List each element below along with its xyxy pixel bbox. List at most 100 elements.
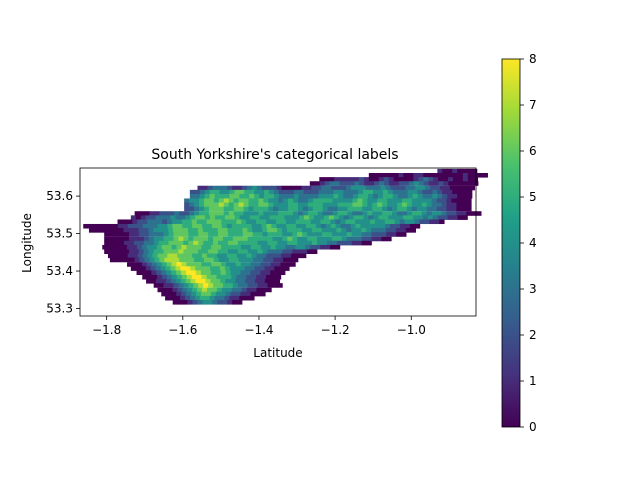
- heatmap-cell: [437, 193, 443, 199]
- heatmap-cell: [259, 193, 265, 199]
- heatmap-cell: [451, 202, 457, 208]
- heatmap-cell: [237, 300, 243, 305]
- heatmap-cell: [396, 198, 403, 204]
- heatmap-cell: [239, 193, 245, 199]
- heatmap-cell: [261, 219, 267, 225]
- heatmap-cell: [229, 193, 235, 199]
- heatmap-cell: [353, 193, 359, 199]
- heatmap-cell: [463, 181, 469, 186]
- heatmap-cell: [325, 223, 332, 229]
- heatmap-cell: [198, 198, 205, 204]
- heatmap-cell: [449, 185, 456, 191]
- heatmap-cell: [261, 287, 267, 293]
- heatmap-cell: [216, 219, 222, 225]
- heatmap-cell: [243, 257, 249, 263]
- heatmap-cell: [336, 236, 343, 242]
- heatmap-cell: [265, 244, 271, 250]
- heatmap-cell: [221, 219, 227, 225]
- heatmap-cell: [218, 198, 225, 204]
- heatmap-cell: [388, 181, 395, 186]
- colorbar-tick-label: 7: [529, 98, 537, 112]
- heatmap-cell: [415, 185, 421, 191]
- heatmap-cell: [201, 219, 207, 225]
- heatmap-cell: [134, 257, 140, 263]
- heatmap-cell: [258, 257, 264, 263]
- heatmap-cell: [276, 185, 282, 191]
- heatmap-cell: [194, 257, 200, 263]
- y-tick-label: 53.6: [46, 189, 73, 203]
- heatmap-cell: [342, 206, 348, 212]
- heatmap-cell: [288, 189, 295, 195]
- heatmap-cell: [189, 295, 196, 301]
- heatmap-cell: [278, 202, 284, 208]
- heatmap-cell: [454, 185, 461, 191]
- heatmap-cell: [251, 274, 257, 280]
- heatmap-cell: [178, 236, 184, 242]
- heatmap-cell: [358, 189, 364, 195]
- heatmap-cell: [334, 177, 340, 182]
- heatmap-cell: [221, 253, 228, 259]
- heatmap-cell: [370, 223, 376, 229]
- heatmap-cell: [347, 211, 353, 216]
- heatmap-cell: [466, 202, 472, 208]
- heatmap-cell: [232, 185, 238, 191]
- heatmap-cell: [347, 206, 353, 212]
- heatmap-cell: [462, 168, 468, 174]
- heatmap-cell: [174, 257, 180, 263]
- heatmap-cell: [215, 291, 222, 297]
- heatmap-cell: [343, 189, 349, 195]
- heatmap-cell: [211, 253, 218, 259]
- heatmap-cell: [297, 206, 304, 212]
- heatmap-cell: [410, 228, 416, 233]
- heatmap-cell: [234, 193, 240, 199]
- heatmap-cell: [419, 219, 425, 225]
- heatmap-cell: [316, 228, 322, 233]
- heatmap-cell: [226, 274, 232, 280]
- heatmap-cell: [149, 211, 155, 216]
- heatmap-cell: [214, 266, 221, 271]
- heatmap-cell: [208, 206, 215, 212]
- heatmap-cell: [451, 198, 457, 204]
- heatmap-cell: [428, 181, 434, 186]
- heatmap-cell: [365, 223, 371, 229]
- heatmap-cell: [252, 232, 258, 237]
- heatmap-cell: [359, 181, 365, 186]
- heatmap-cell: [326, 185, 332, 191]
- heatmap-cell: [393, 173, 399, 178]
- heatmap-cell: [177, 253, 183, 259]
- heatmap-cell: [410, 185, 416, 191]
- heatmap-cell: [204, 189, 210, 195]
- heatmap-cell: [329, 244, 336, 250]
- heatmap-cell: [203, 249, 209, 255]
- heatmap-cell: [261, 253, 267, 259]
- heatmap-cell: [459, 185, 466, 191]
- heatmap-cell: [218, 283, 224, 288]
- heatmap-cell: [273, 211, 279, 216]
- heatmap-cell: [341, 236, 348, 242]
- heatmap-cells: [83, 168, 488, 305]
- heatmap-cell: [171, 291, 177, 297]
- heatmap-cell: [416, 202, 423, 208]
- heatmap-cell: [341, 232, 348, 237]
- heatmap-cell: [247, 249, 254, 255]
- heatmap-cell: [197, 223, 203, 229]
- heatmap-cell: [229, 295, 235, 301]
- heatmap-cell: [244, 295, 250, 301]
- heatmap-cell: [250, 279, 256, 284]
- heatmap-cell: [181, 291, 187, 297]
- heatmap-cell: [466, 198, 472, 204]
- heatmap-cell: [187, 223, 193, 229]
- plot-frame: [79, 167, 477, 317]
- heatmap-cell: [257, 228, 263, 233]
- heatmap-cell: [401, 211, 408, 216]
- heatmap-cell: [451, 206, 457, 212]
- heatmap-cell: [236, 223, 242, 229]
- heatmap-cell: [269, 215, 275, 220]
- heatmap-cell: [382, 193, 389, 199]
- heatmap-cell: [436, 202, 442, 208]
- heatmap-cell: [228, 206, 234, 212]
- heatmap-cell: [405, 228, 412, 233]
- heatmap-cell: [381, 236, 387, 242]
- heatmap-cell: [309, 181, 316, 186]
- heatmap-cell: [346, 228, 352, 233]
